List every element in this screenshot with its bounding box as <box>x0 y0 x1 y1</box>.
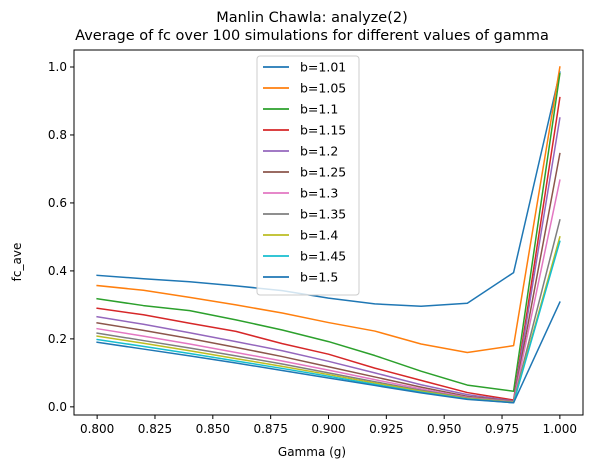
x-tick-label: 0.950 <box>427 422 461 436</box>
y-axis-label: fc_ave <box>10 243 24 282</box>
y-tick-label: 0.2 <box>48 332 67 346</box>
x-tick-label: 0.875 <box>253 422 287 436</box>
x-tick-label: 0.825 <box>138 422 172 436</box>
legend-label: b=1.05 <box>300 81 346 96</box>
legend-label: b=1.1 <box>300 102 338 117</box>
legend: b=1.01 b=1.05 b=1.1 b=1.15 b=1.2 b=1.25 b=1.3 b… <box>256 55 360 296</box>
series-line-1 <box>96 66 561 354</box>
legend-label: b=1.5 <box>300 270 338 285</box>
series-line-10 <box>96 301 561 404</box>
x-tick-label: 1.000 <box>543 422 577 436</box>
x-tick-label: 0.925 <box>369 422 403 436</box>
legend-label: b=1.2 <box>300 144 338 159</box>
series-line-3 <box>96 96 561 401</box>
legend-label: b=1.35 <box>300 207 346 222</box>
plot-frame <box>73 49 584 416</box>
chart-subtitle: Average of fc over 100 simulations for d… <box>75 28 549 44</box>
legend-label: b=1.15 <box>300 123 346 138</box>
x-axis-label: Gamma (g) <box>278 445 346 459</box>
x-tick-label: 0.800 <box>80 422 114 436</box>
x-tick-label: 0.850 <box>196 422 230 436</box>
legend-label: b=1.25 <box>300 165 346 180</box>
y-tick-label: 0.6 <box>48 196 67 210</box>
legend-label: b=1.45 <box>300 249 346 264</box>
series-line-2 <box>96 72 561 392</box>
series-line-5 <box>96 152 561 403</box>
series-line-4 <box>96 117 561 402</box>
y-tick-label: 0.8 <box>48 128 67 142</box>
series-line-0 <box>96 71 561 307</box>
legend-label: b=1.01 <box>300 60 346 75</box>
y-tick-label: 0.4 <box>48 264 67 278</box>
y-tick-label: 0.0 <box>48 400 67 414</box>
y-axis-ticks: 0.0 0.2 0.4 0.6 0.8 1.0 <box>48 60 74 414</box>
legend-label: b=1.4 <box>300 228 338 243</box>
x-tick-label: 0.900 <box>311 422 345 436</box>
legend-label: b=1.3 <box>300 186 338 201</box>
y-tick-label: 1.0 <box>48 60 67 74</box>
chart-title: Manlin Chawla: analyze(2) <box>216 10 408 26</box>
x-axis-ticks: 0.800 0.825 0.850 0.875 0.900 0.925 0.950 0.975… <box>80 415 577 436</box>
x-tick-label: 0.975 <box>485 422 519 436</box>
plot-lines <box>96 66 561 404</box>
